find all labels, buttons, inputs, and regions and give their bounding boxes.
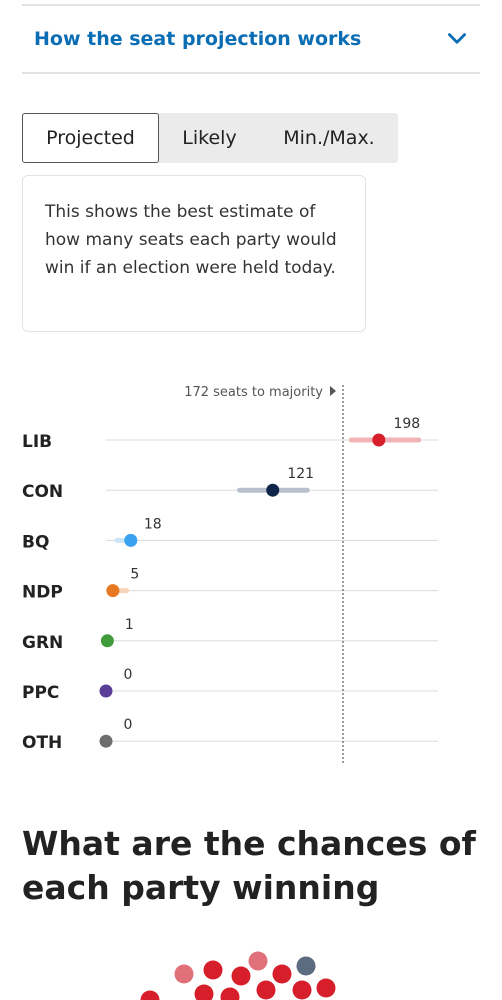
seat-dot-bq — [124, 533, 138, 547]
seat-value-ndp: 5 — [130, 567, 139, 583]
seat-dot-con — [266, 483, 280, 497]
seat-dot-lib — [372, 433, 386, 447]
seat-dot-oth — [99, 734, 113, 748]
chance-dot — [292, 980, 312, 1000]
seat-projection-chart: 172 seats to majority LIB 198 CON 121 BQ 18 NDP… — [22, 385, 438, 765]
chance-dot — [316, 978, 336, 998]
tab-projected[interactable]: Projected — [22, 113, 159, 163]
chances-heading: What are the chances of each party winni… — [22, 824, 476, 907]
seat-value-grn: 1 — [125, 617, 134, 633]
seat-value-ppc: 0 — [124, 667, 133, 683]
tab-min-max[interactable]: Min./Max. — [283, 127, 375, 149]
chance-dot — [220, 987, 240, 1000]
chance-dot — [194, 984, 214, 1000]
seat-value-con: 121 — [287, 466, 314, 482]
seat-projection-accordion[interactable]: How the seat projection works — [22, 6, 480, 72]
seat-dot-ndp — [106, 584, 120, 598]
chance-dot — [296, 956, 316, 976]
chance-dot — [231, 966, 251, 986]
chance-dot — [174, 964, 194, 984]
party-label-con: CON — [22, 482, 63, 502]
chevron-down-icon[interactable] — [444, 26, 470, 52]
party-label-ndp: NDP — [22, 583, 63, 603]
party-label-oth: OTH — [22, 733, 62, 753]
chance-dot — [140, 990, 160, 1000]
view-tabs: Projected Likely Min./Max. — [22, 113, 398, 163]
tab-description: This shows the best estimate of how many… — [22, 175, 366, 332]
accordion-divider — [22, 72, 480, 74]
seat-value-lib: 198 — [393, 416, 420, 432]
party-label-bq: BQ — [22, 532, 49, 552]
chance-dot — [272, 964, 292, 984]
play-icon — [330, 386, 336, 396]
chances-dot-grid — [140, 951, 336, 1000]
party-label-ppc: PPC — [22, 683, 59, 703]
seat-value-bq: 18 — [144, 516, 162, 532]
party-label-grn: GRN — [22, 633, 63, 653]
seat-dot-grn — [100, 634, 114, 648]
accordion-title: How the seat projection works — [34, 28, 362, 50]
tab-likely[interactable]: Likely — [182, 127, 237, 149]
party-label-lib: LIB — [22, 432, 52, 452]
seat-value-oth: 0 — [124, 717, 133, 733]
majority-label: 172 seats to majority — [184, 385, 323, 400]
chance-dot — [248, 951, 268, 971]
chance-dot — [256, 980, 276, 1000]
top-divider — [22, 4, 480, 6]
chance-dot — [203, 960, 223, 980]
seat-dot-ppc — [99, 684, 113, 698]
